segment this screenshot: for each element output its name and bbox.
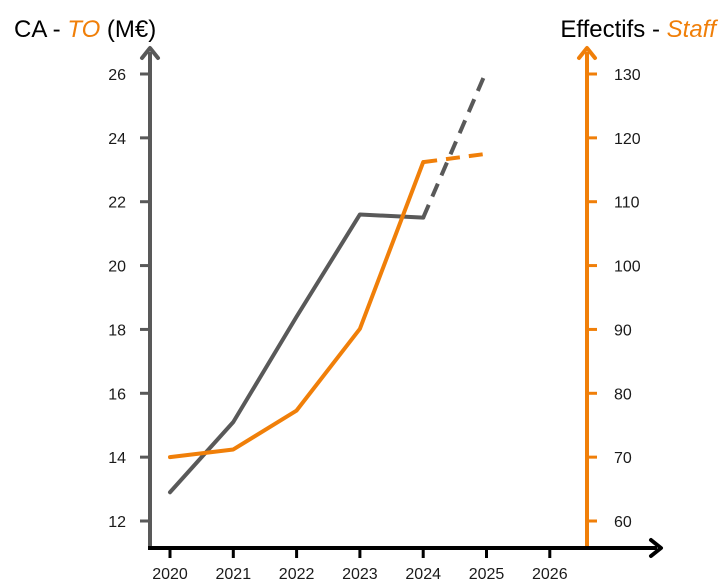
staff-line-projected bbox=[422, 151, 487, 165]
right-tick-label: 110 bbox=[614, 195, 640, 212]
series-lines bbox=[168, 70, 489, 495]
x-tick-label: 2024 bbox=[405, 566, 441, 583]
left-axis-title-accent: TO bbox=[67, 16, 100, 43]
right-tick-label: 80 bbox=[614, 386, 632, 403]
left-tick-label: 18 bbox=[108, 322, 126, 339]
left-tick-label: 22 bbox=[108, 195, 126, 212]
left-axis-title-prefix: CA - bbox=[14, 16, 67, 43]
right-tick-label: 120 bbox=[614, 131, 641, 148]
x-axis-arrow bbox=[649, 538, 663, 558]
left-tick-label: 24 bbox=[108, 131, 126, 148]
x-tick-label: 2021 bbox=[216, 566, 252, 583]
ticks: 1214161820222426607080901001101201302020… bbox=[108, 67, 641, 583]
right-tick-label: 100 bbox=[614, 259, 641, 276]
right-tick-label: 60 bbox=[614, 514, 632, 531]
right-tick-label: 130 bbox=[614, 67, 641, 84]
left-tick-label: 14 bbox=[108, 450, 126, 467]
staff-line-actual bbox=[168, 160, 426, 460]
revenue-line-projected bbox=[421, 70, 489, 219]
left-tick-label: 20 bbox=[108, 259, 126, 276]
x-tick-label: 2022 bbox=[279, 566, 315, 583]
right-axis-title-accent: Staff bbox=[667, 16, 719, 43]
x-tick-label: 2026 bbox=[532, 566, 568, 583]
left-tick-label: 16 bbox=[108, 386, 126, 403]
left-axis-title-suffix: (M€) bbox=[100, 16, 156, 43]
right-tick-label: 90 bbox=[614, 322, 632, 339]
right-axis-arrow bbox=[577, 46, 597, 60]
right-axis-title: Effectifs - Staff bbox=[560, 16, 718, 43]
x-tick-label: 2020 bbox=[152, 566, 188, 583]
right-axis-title-prefix: Effectifs - bbox=[560, 16, 666, 43]
revenue-line-actual bbox=[168, 212, 426, 495]
right-tick-label: 70 bbox=[614, 450, 632, 467]
left-axis-title: CA - TO (M€) bbox=[14, 16, 156, 43]
x-tick-label: 2025 bbox=[469, 566, 505, 583]
left-tick-label: 26 bbox=[108, 67, 126, 84]
x-tick-label: 2023 bbox=[342, 566, 378, 583]
left-tick-label: 12 bbox=[108, 514, 126, 531]
axes bbox=[140, 46, 663, 558]
left-axis-arrow bbox=[140, 46, 160, 60]
